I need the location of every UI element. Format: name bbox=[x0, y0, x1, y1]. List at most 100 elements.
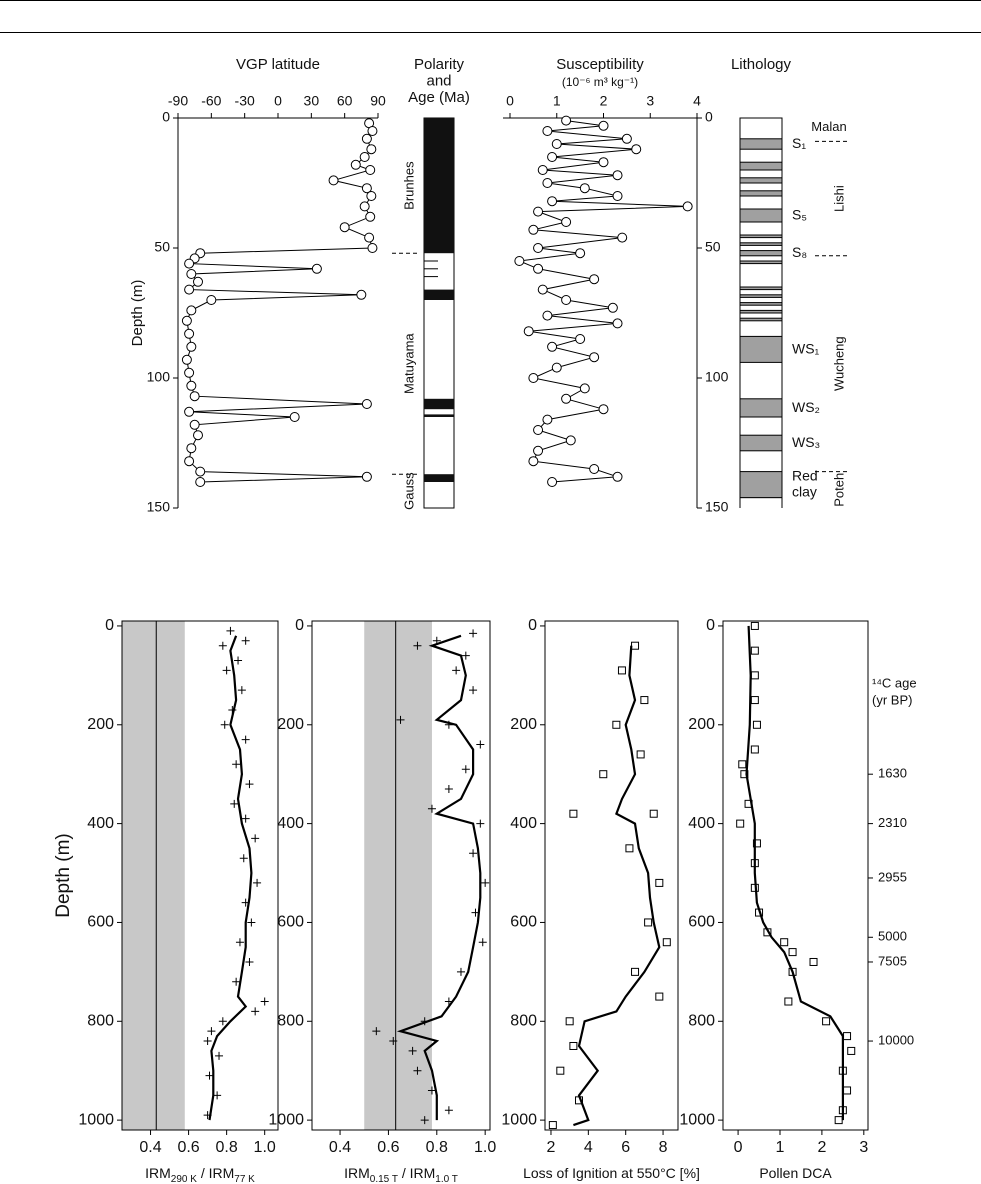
y-tick-label: 0 bbox=[705, 109, 713, 125]
normal-polarity bbox=[424, 118, 454, 254]
point bbox=[809, 957, 818, 966]
point bbox=[184, 284, 195, 295]
point bbox=[364, 232, 375, 243]
y-tick-label: 0 bbox=[528, 617, 537, 634]
point bbox=[184, 328, 195, 339]
x-tick-label: 4 bbox=[693, 93, 701, 109]
x-tick-label: 4 bbox=[584, 1139, 593, 1156]
point bbox=[561, 393, 572, 404]
point bbox=[579, 383, 590, 394]
point bbox=[181, 315, 192, 326]
paleosol bbox=[739, 161, 783, 171]
y-tick-label: 800 bbox=[87, 1013, 114, 1030]
point bbox=[655, 992, 664, 1001]
profile-line bbox=[573, 645, 661, 1127]
point bbox=[478, 938, 487, 947]
unit-label-line: Red bbox=[792, 467, 818, 483]
frame bbox=[722, 620, 869, 1131]
point bbox=[203, 1037, 212, 1046]
point bbox=[469, 686, 478, 695]
point bbox=[607, 302, 618, 313]
chron-label: Brunhes bbox=[401, 161, 416, 210]
point bbox=[533, 425, 544, 435]
point bbox=[655, 878, 664, 887]
y-tick-label: 100 bbox=[147, 369, 171, 385]
unit-label-line: S₈ bbox=[792, 244, 807, 260]
point bbox=[649, 809, 658, 818]
paleosol bbox=[739, 471, 783, 499]
point bbox=[253, 878, 262, 887]
y-tick-label: 200 bbox=[277, 716, 304, 733]
y-tick-label: 600 bbox=[510, 914, 537, 931]
point bbox=[575, 248, 586, 259]
point bbox=[452, 666, 461, 675]
unit-label: S₈ bbox=[792, 244, 807, 260]
point bbox=[189, 419, 200, 430]
x-tick-label: 2 bbox=[600, 93, 608, 109]
point bbox=[612, 471, 623, 482]
x-tick-label: 0.8 bbox=[216, 1139, 238, 1156]
age-label: 5000 bbox=[878, 929, 907, 944]
point bbox=[625, 844, 634, 853]
paleosol bbox=[739, 309, 783, 314]
point bbox=[232, 977, 241, 986]
point bbox=[750, 696, 759, 705]
y-tick-label: 400 bbox=[87, 815, 114, 832]
point bbox=[561, 295, 572, 305]
point bbox=[239, 854, 248, 863]
unit-label-line: WS₃ bbox=[792, 434, 820, 450]
point bbox=[533, 263, 544, 274]
y-tick-label: 600 bbox=[688, 914, 715, 931]
point bbox=[556, 1066, 565, 1075]
point bbox=[589, 274, 600, 285]
point bbox=[682, 201, 693, 212]
y-tick-label: 400 bbox=[277, 815, 304, 832]
x-axis-label: IRM0.15 T / IRM1.0 T bbox=[344, 1165, 458, 1184]
point bbox=[547, 341, 558, 352]
paleosol bbox=[739, 335, 783, 363]
point bbox=[847, 1046, 856, 1055]
unit-label: WS₁ bbox=[792, 340, 820, 356]
x-axis-label-part: 1.0 T bbox=[435, 1174, 458, 1184]
point bbox=[215, 1051, 224, 1060]
point bbox=[481, 878, 490, 887]
panel-title: Polarity bbox=[414, 56, 465, 73]
normal-polarity bbox=[424, 414, 454, 417]
point bbox=[372, 1027, 381, 1036]
y-tick-label: 200 bbox=[688, 716, 715, 733]
x-tick-label: 2 bbox=[817, 1139, 826, 1156]
panel-title: Susceptibility bbox=[556, 56, 644, 73]
normal-polarity bbox=[424, 398, 454, 410]
point bbox=[533, 243, 544, 253]
point bbox=[589, 464, 600, 474]
point bbox=[186, 269, 197, 279]
normal-polarity bbox=[424, 474, 454, 482]
x-tick-label: -60 bbox=[201, 93, 221, 109]
paleosol bbox=[739, 242, 783, 246]
point bbox=[328, 175, 339, 186]
point bbox=[456, 967, 465, 976]
x-axis-label-part: 0.15 T bbox=[370, 1174, 398, 1184]
point bbox=[514, 256, 525, 266]
x-axis-label-part: / IRM bbox=[197, 1165, 234, 1181]
y-tick-label: 800 bbox=[510, 1013, 537, 1030]
point bbox=[184, 367, 195, 378]
point bbox=[612, 191, 623, 201]
point bbox=[736, 819, 745, 828]
point bbox=[565, 435, 576, 446]
point bbox=[195, 466, 206, 477]
point bbox=[636, 750, 645, 759]
point bbox=[181, 354, 192, 365]
point bbox=[361, 183, 372, 194]
point bbox=[561, 115, 572, 126]
point bbox=[569, 1041, 578, 1050]
point bbox=[537, 284, 548, 295]
point bbox=[359, 152, 370, 162]
point bbox=[226, 626, 235, 635]
x-tick-label: 0.4 bbox=[329, 1139, 351, 1156]
point bbox=[195, 477, 206, 487]
point bbox=[186, 341, 197, 352]
point bbox=[444, 1106, 453, 1115]
point bbox=[367, 126, 378, 136]
point bbox=[598, 157, 609, 168]
